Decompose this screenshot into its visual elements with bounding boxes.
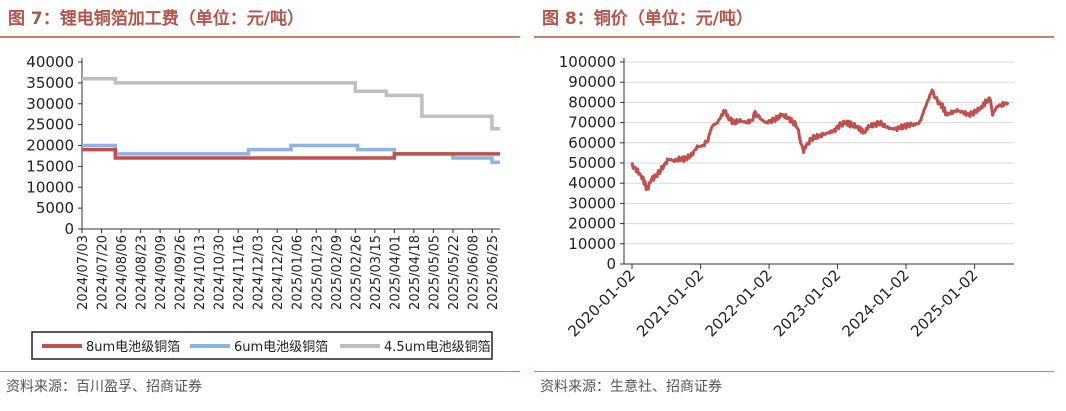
x-tick-label: 2022-01-02 [702, 266, 776, 340]
source-note: 资料来源：生意社、招商证券 [540, 379, 722, 395]
y-tick-label: 20000 [26, 137, 74, 155]
legend-box [31, 331, 493, 360]
title-rule [0, 36, 520, 38]
y-tick-label: 60000 [568, 134, 616, 152]
source-rule [534, 371, 1054, 372]
y-tick-label: 0 [64, 220, 74, 238]
x-tick-label: 2024/07/20 [96, 235, 111, 310]
y-tick-label: 10000 [568, 235, 616, 253]
copper-price-chart: 1000009000080000700006000050000400003000… [559, 53, 1014, 340]
x-tick-label: 2025-01-02 [907, 266, 981, 340]
x-tick-label: 2025/06/25 [486, 235, 501, 310]
series-line [82, 143, 500, 164]
copper-price-line [630, 88, 1010, 191]
x-tick-label: 2025/05/22 [447, 235, 462, 310]
legend-label: 6um电池级铜箔 [234, 339, 328, 355]
y-tick-label: 70000 [568, 114, 616, 132]
x-tick-label: 2025/04/18 [408, 235, 423, 310]
x-tick-label: 2024/07/03 [76, 235, 91, 310]
x-tick-label: 2020-01-02 [564, 266, 638, 340]
y-tick-label: 20000 [568, 215, 616, 233]
y-tick-label: 40000 [26, 53, 74, 71]
x-tick-label: 2024/12/03 [252, 235, 267, 310]
x-tick-label: 2024/10/30 [213, 235, 228, 310]
y-tick-label: 40000 [568, 174, 616, 192]
x-tick-label: 2024/10/13 [193, 235, 208, 310]
figure-title: 图 8：铜价（单位：元/吨） [542, 9, 753, 29]
x-tick-label: 2025/03/15 [369, 235, 384, 310]
x-tick-label: 2024/08/06 [115, 235, 130, 310]
x-tick-label: 2024/09/26 [174, 235, 189, 310]
figure-7: 图 7：锂电铜箔加工费（单位：元/吨） 40000 35000 30000 25000… [0, 0, 520, 411]
title-rule [534, 36, 1054, 38]
x-tick-label: 2024-01-02 [838, 266, 912, 340]
x-tick-label: 2024/09/09 [154, 235, 169, 310]
figure-8: 图 8：铜价（单位：元/吨） 100000 90000 80000 70000 6000… [534, 0, 1054, 411]
series-line [82, 147, 500, 160]
y-tick-label: 15000 [26, 157, 74, 175]
x-tick-label: 2025/04/01 [388, 235, 403, 310]
source-rule [0, 371, 520, 372]
legend-label: 8um电池级铜箔 [86, 339, 180, 355]
y-tick-label: 30000 [26, 95, 74, 113]
legend-label: 4.5um电池级铜箔 [384, 339, 491, 355]
x-tick-label: 2023-01-02 [770, 266, 844, 340]
x-tick-label: 2024/08/23 [135, 235, 150, 310]
y-tick-label: 30000 [568, 194, 616, 212]
x-tick-label: 2024/12/20 [271, 235, 286, 310]
x-tick-label: 2021-01-02 [633, 266, 707, 340]
y-tick-label: 100000 [559, 53, 616, 71]
y-tick-label: 10000 [26, 178, 74, 196]
source-note: 资料来源：百川盈孚、招商证券 [6, 379, 202, 395]
y-tick-label: 80000 [568, 93, 616, 111]
x-tick-label: 2025/02/09 [330, 235, 345, 310]
y-tick-label: 5000 [36, 199, 74, 217]
y-tick-label: 25000 [26, 116, 74, 134]
x-tick-label: 2024/11/16 [232, 235, 247, 310]
x-tick-label: 2025/01/06 [291, 235, 306, 310]
x-tick-label: 2025/02/26 [349, 235, 364, 310]
y-tick-label: 0 [606, 255, 616, 273]
x-tick-label: 2025/06/08 [466, 235, 481, 310]
x-tick-label: 2025/05/05 [427, 235, 442, 310]
x-tick-label: 2025/01/23 [310, 235, 325, 310]
series-line [82, 76, 500, 131]
processing-fee-chart: 40000 35000 30000 25000 20000 15000 10000 5000 0… [26, 53, 501, 360]
y-tick-label: 90000 [568, 73, 616, 91]
figure-title: 图 7：锂电铜箔加工费（单位：元/吨） [8, 9, 304, 29]
y-tick-label: 50000 [568, 154, 616, 172]
y-tick-label: 35000 [26, 74, 74, 92]
